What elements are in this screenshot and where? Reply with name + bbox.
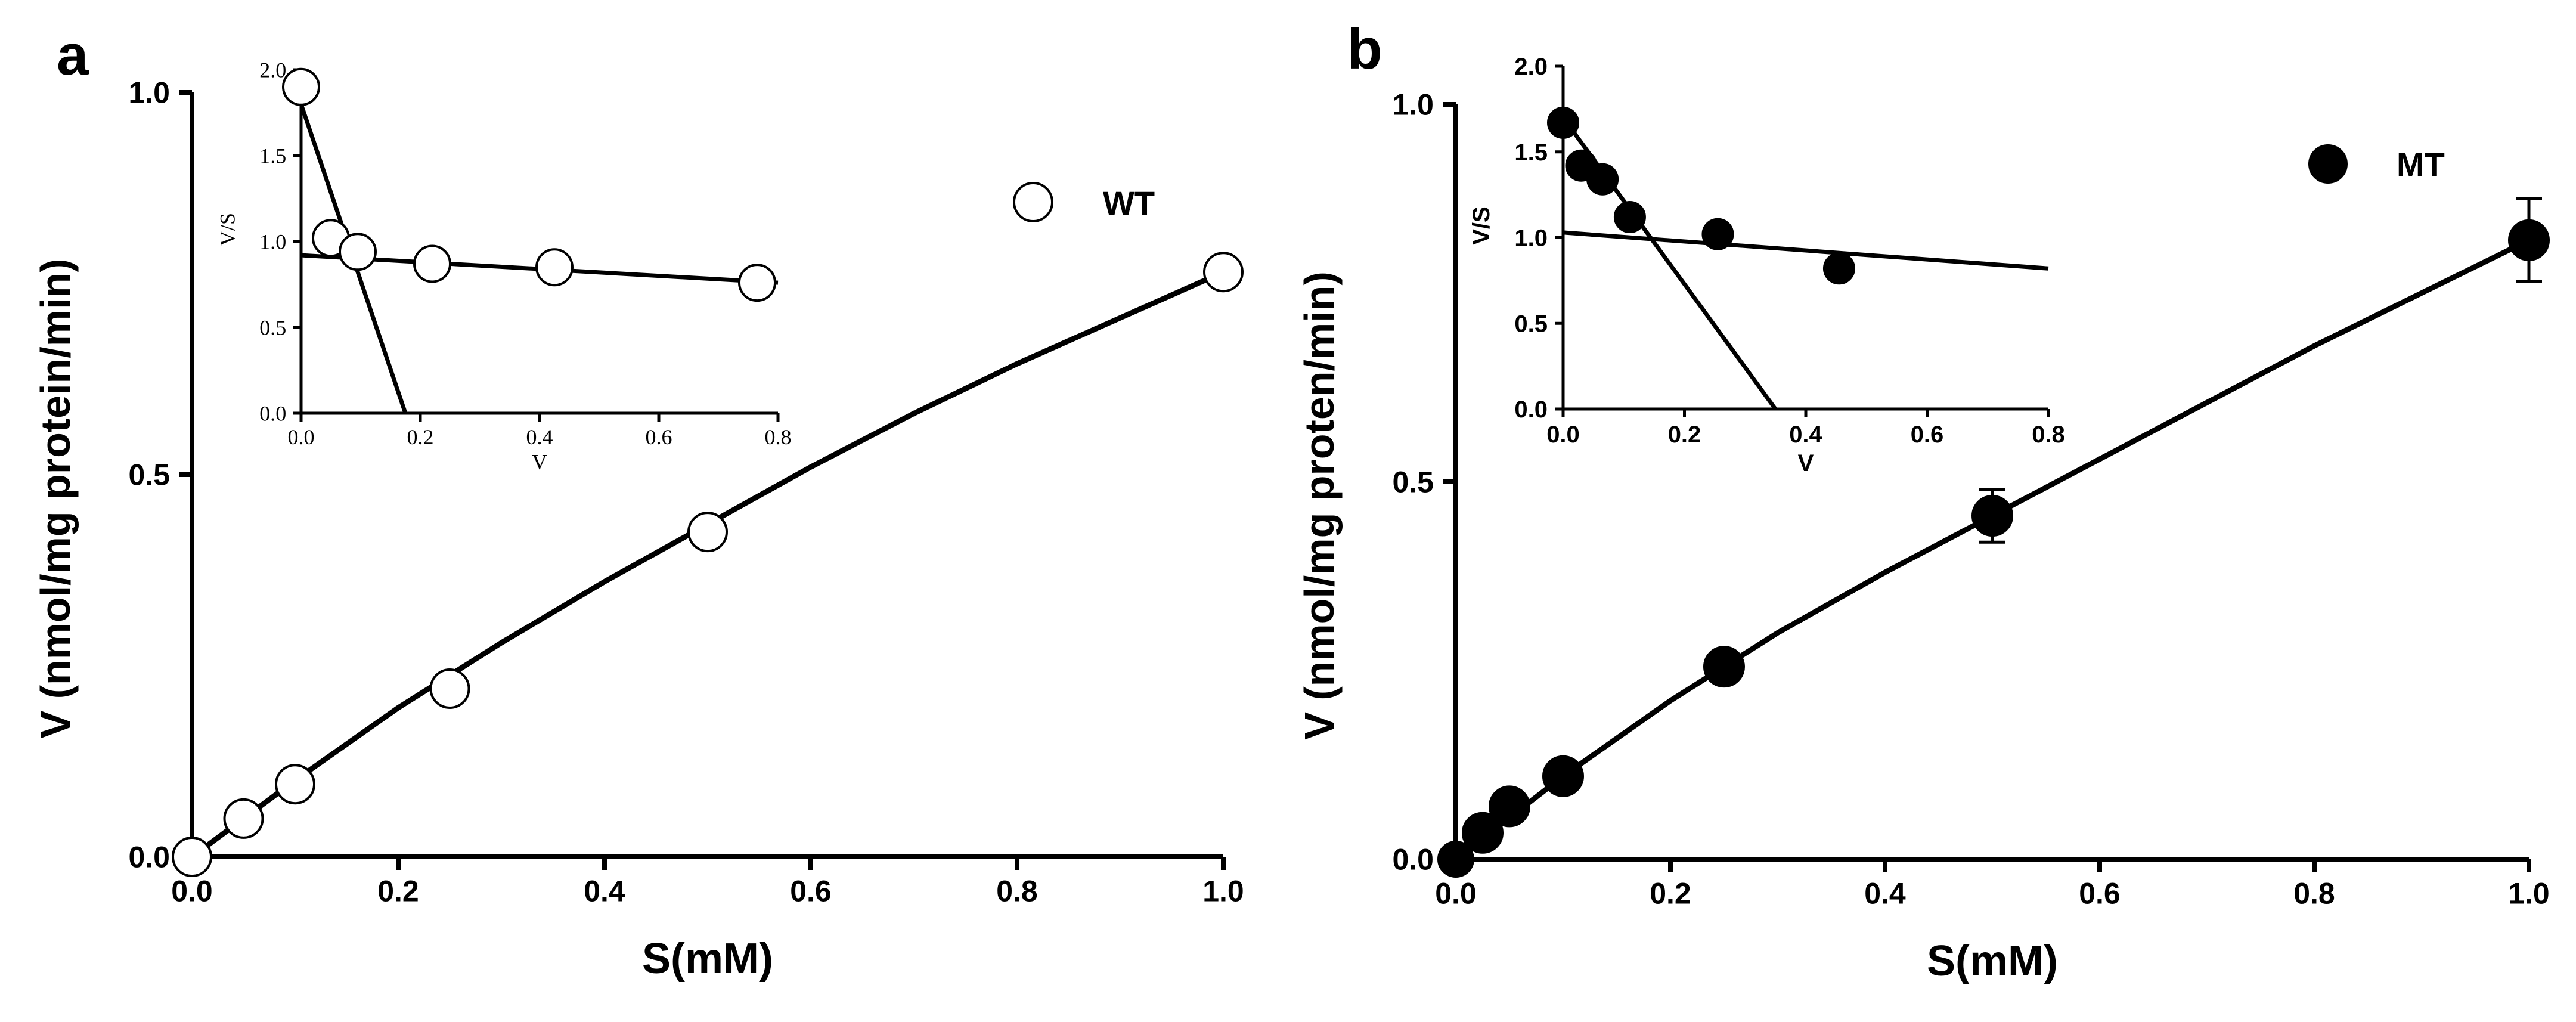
main-x-tick-label: 1.0 (1202, 875, 1244, 908)
legend: WT (1013, 182, 1155, 222)
main-x-tick-label: 0.0 (171, 875, 213, 908)
inset-y-axis-label: V/S (215, 213, 239, 246)
inset-x-tick-label: 0.8 (2032, 422, 2065, 448)
inset-y-tick-label: 0.5 (1514, 311, 1548, 337)
data-point (1971, 494, 2013, 537)
y-axis-label: V (nmol/mg protein/min) (32, 259, 79, 739)
data-point (429, 668, 470, 709)
main-y-tick-label: 0.5 (128, 459, 170, 492)
inset-x-tick-label: 0.8 (765, 425, 792, 449)
inset-y-tick-label: 1.5 (259, 144, 286, 168)
inset-fit-line (1563, 230, 2049, 271)
main-x-tick-label: 0.2 (1650, 877, 1691, 910)
data-point (2508, 219, 2550, 261)
inset-x-tick-label: 0.6 (1911, 422, 1944, 448)
inset-y-tick-label: 0.0 (1514, 397, 1548, 423)
main-y-tick-label: 0.5 (1392, 466, 1434, 499)
inset-y-tick-label: 1.5 (1514, 140, 1548, 166)
data-point (172, 837, 212, 877)
main-y-tick-label: 1.0 (128, 76, 170, 110)
data-point (687, 512, 728, 553)
panel-b: b 0.0 0.2 0.4 0.6 0.8 1.0 0.0 0.5 1.0 S(mM) V (nmol… (1296, 17, 2550, 985)
inset-x-tick-label: 0.0 (288, 425, 315, 449)
main-y-tick-label: 1.0 (1392, 88, 1434, 122)
main-x-tick-label: 0.8 (996, 875, 1038, 908)
inset-x-axis-label: V (532, 450, 547, 474)
y-axis-label: V (nmol/mg proten/min) (1296, 271, 1343, 740)
inset-y-tick-label: 1.0 (259, 230, 286, 254)
inset-data-point (1547, 106, 1579, 139)
data-point (1542, 755, 1584, 797)
legend: MT (2308, 144, 2445, 184)
inset-data-point (535, 248, 574, 287)
data-point (1203, 252, 1244, 293)
data-point (1703, 646, 1745, 688)
fit-curve (190, 270, 1225, 859)
inset-y-tick-label: 1.0 (1514, 225, 1548, 252)
panel-label: a (57, 23, 89, 87)
x-axis-label: S(mM) (1927, 937, 2058, 985)
legend-marker (1013, 182, 1053, 222)
main-y-tick-label: 0.0 (128, 841, 170, 874)
inset-plot: 0.0 0.2 0.4 0.6 0.8 0.0 0.5 1.0 1.5 2.0 V V/S (215, 58, 791, 474)
panel-a: a 0.0 0.2 0.4 0.6 0.8 1.0 0.0 0.5 1.0 S(mM) V (nmol… (32, 23, 1244, 983)
inset-y-tick-label: 0.5 (259, 316, 286, 340)
inset-data-point (1701, 218, 1734, 250)
data-point (1437, 841, 1474, 878)
inset-data-point (1586, 163, 1619, 196)
inset-x-tick-label: 0.0 (1546, 422, 1580, 448)
inset-y-tick-label: 0.0 (259, 402, 286, 426)
inset-y-tick-label: 2.0 (1514, 54, 1548, 80)
legend-marker (2308, 144, 2348, 184)
inset-x-tick-label: 0.4 (1789, 422, 1822, 448)
inset-data-point (1613, 201, 1646, 233)
inset-data-point (738, 264, 776, 302)
legend-label: MT (2397, 145, 2445, 183)
inset-x-axis-label: V (1798, 450, 1814, 476)
inset-x-tick-label: 0.4 (526, 425, 553, 449)
main-x-tick-label: 0.6 (790, 875, 832, 908)
inset-data-point (282, 67, 320, 106)
inset-data-point (413, 244, 451, 283)
data-point (1489, 785, 1530, 828)
inset-x-tick-label: 0.2 (407, 425, 434, 449)
panel-label: b (1347, 17, 1382, 81)
main-x-tick-label: 0.6 (2079, 877, 2121, 910)
main-x-tick-label: 0.0 (1435, 877, 1477, 910)
main-x-tick-label: 1.0 (2508, 877, 2550, 910)
x-axis-label: S(mM) (642, 935, 773, 983)
inset-y-axis-label: V/S (1468, 206, 1495, 244)
main-x-tick-label: 0.2 (377, 875, 419, 908)
inset-x-tick-label: 0.6 (646, 425, 672, 449)
main-y-tick-label: 0.0 (1392, 843, 1434, 877)
fit-curve (1454, 237, 2530, 862)
data-point (223, 798, 264, 839)
inset-data-point (1822, 252, 1855, 285)
inset-plot: 0.0 0.2 0.4 0.6 0.8 0.0 0.5 1.0 1.5 2.0 V V/S (1468, 54, 2065, 476)
data-point (1462, 812, 1504, 854)
inset-x-tick-label: 0.2 (1668, 422, 1701, 448)
main-x-tick-label: 0.8 (2293, 877, 2335, 910)
legend-label: WT (1103, 184, 1155, 222)
data-point (275, 764, 315, 805)
main-x-tick-label: 0.4 (1864, 877, 1906, 910)
inset-data-point (339, 233, 377, 271)
main-x-tick-label: 0.4 (584, 875, 625, 908)
inset-y-tick-label: 2.0 (259, 58, 286, 82)
